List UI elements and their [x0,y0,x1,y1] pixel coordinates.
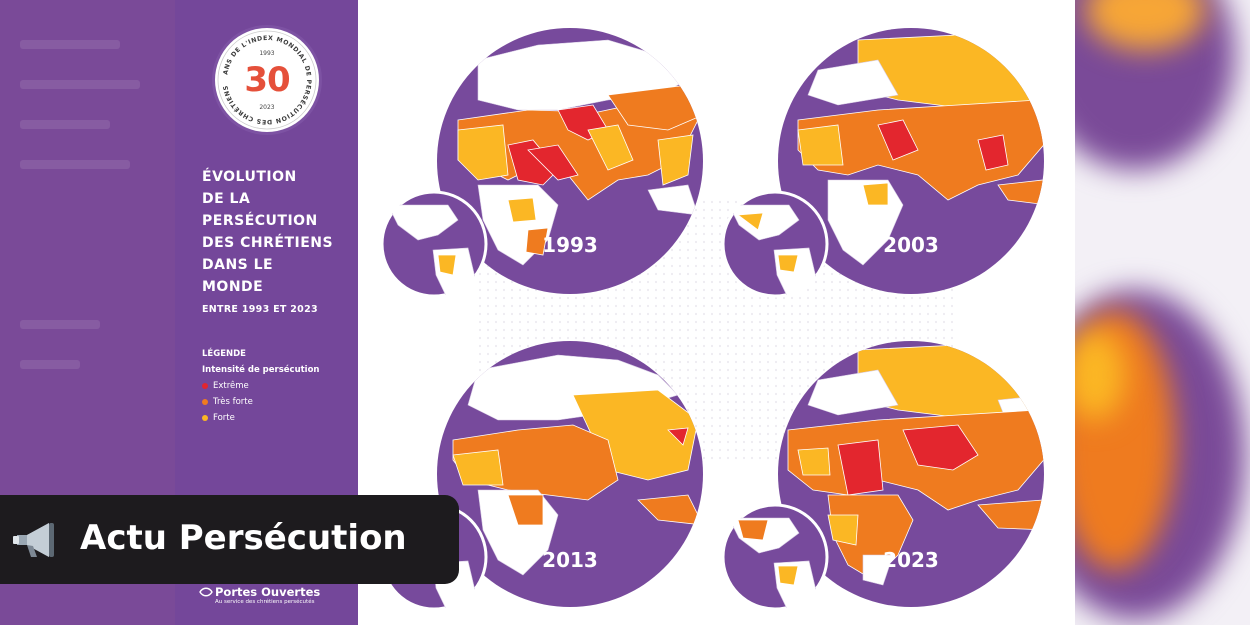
title-line: DE LA [202,191,251,207]
map-2003: 2003 [721,28,1044,298]
legend-item-very-strong: Très forte [202,394,320,410]
strong-swatch [202,415,208,421]
map-2023: 2023 [721,341,1044,611]
blurred-background-right [1075,0,1250,625]
title-line: DES CHRÉTIENS [202,235,334,251]
infographic-title: ÉVOLUTION DE LA PERSÉCUTION DES CHRÉTIEN… [202,166,352,298]
year-label-1993: 1993 [542,233,598,257]
badge-start-year: 1993 [259,50,275,57]
title-line: PERSÉCUTION [202,213,318,229]
news-banner[interactable]: Actu Persécution [0,495,459,584]
megaphone-icon [13,523,54,557]
anniversary-badge: ANS DE L'INDEX MONDIAL DE PERSÉCUTION DE… [215,28,319,132]
title-line: DANS LE [202,257,274,273]
fish-icon [199,587,213,597]
portes-ouvertes-logo: Portes Ouvertes Au service des chrétiens… [199,585,349,615]
banner-title: Actu Persécution [80,518,407,558]
title-line: ÉVOLUTION [202,169,297,185]
legend-label: Très forte [213,397,253,407]
badge-number: 30 [244,60,290,100]
year-label-2003: 2003 [883,233,939,257]
legend: LÉGENDE Intensité de persécution Extrême… [202,346,320,426]
map-1993: 1993 [380,28,703,298]
legend-subtitle: Intensité de persécution [202,365,320,375]
year-label-2023: 2023 [883,548,939,572]
logo-tagline: Au service des chrétiens persécutés [215,599,315,605]
logo-name: Portes Ouvertes [215,585,321,599]
map-grid: 1993 2003 [358,0,1075,625]
very-strong-swatch [202,399,208,405]
legend-label: Forte [213,413,235,423]
badge-end-year: 2023 [259,104,275,111]
legend-item-extreme: Extrême [202,378,320,394]
legend-label: Extrême [213,381,249,391]
extreme-swatch [202,383,208,389]
year-label-2013: 2013 [542,548,598,572]
title-line: MONDE [202,279,264,295]
legend-item-strong: Forte [202,410,320,426]
legend-title: LÉGENDE [202,349,246,359]
infographic-subtitle: ENTRE 1993 ET 2023 [202,304,318,315]
